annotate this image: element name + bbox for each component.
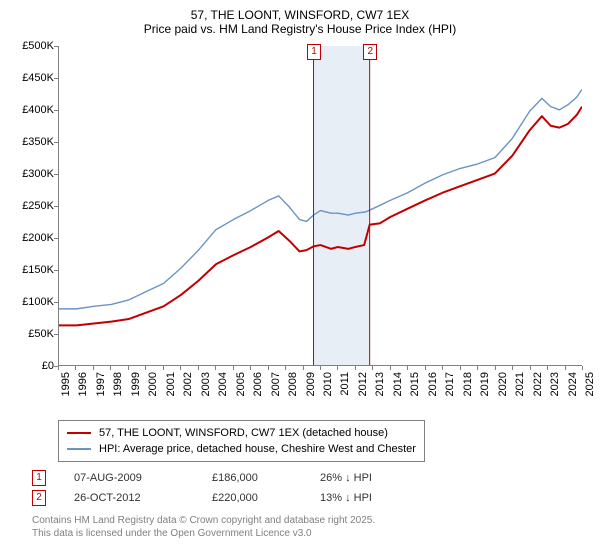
- x-tick-mark: [75, 366, 76, 370]
- y-tick-mark: [54, 238, 58, 239]
- x-tick-mark: [530, 366, 531, 370]
- y-tick-mark: [54, 46, 58, 47]
- sale-price-2: £220,000: [212, 488, 292, 508]
- x-tick-label: 2025: [584, 372, 600, 396]
- y-tick-label: £150K: [12, 264, 54, 276]
- x-tick-mark: [145, 366, 146, 370]
- title-block: 57, THE LOONT, WINSFORD, CW7 1EX Price p…: [12, 8, 588, 36]
- x-tick-mark: [565, 366, 566, 370]
- y-tick-label: £200K: [12, 232, 54, 244]
- x-tick-mark: [268, 366, 269, 370]
- legend-swatch-hpi: [67, 448, 91, 450]
- x-tick-mark: [110, 366, 111, 370]
- y-tick-label: £250K: [12, 200, 54, 212]
- title-line1: 57, THE LOONT, WINSFORD, CW7 1EX: [12, 8, 588, 22]
- footer-line2: This data is licensed under the Open Gov…: [32, 527, 588, 540]
- title-line2: Price paid vs. HM Land Registry's House …: [12, 22, 588, 36]
- sale-date-1: 07-AUG-2009: [74, 468, 184, 488]
- legend-item-hpi: HPI: Average price, detached house, Ches…: [67, 441, 416, 457]
- x-tick-mark: [425, 366, 426, 370]
- sales-row-2: 2 26-OCT-2012 £220,000 13% ↓ HPI: [32, 488, 588, 508]
- y-tick-mark: [54, 270, 58, 271]
- y-tick-mark: [54, 110, 58, 111]
- chart-container: 57, THE LOONT, WINSFORD, CW7 1EX Price p…: [0, 0, 600, 560]
- y-tick-label: £500K: [12, 40, 54, 52]
- y-tick-label: £100K: [12, 296, 54, 308]
- footer: Contains HM Land Registry data © Crown c…: [32, 514, 588, 540]
- legend-label-hpi: HPI: Average price, detached house, Ches…: [99, 441, 416, 457]
- y-tick-label: £400K: [12, 104, 54, 116]
- x-tick-mark: [442, 366, 443, 370]
- marker-box-1: 1: [307, 44, 321, 60]
- legend-label-price-paid: 57, THE LOONT, WINSFORD, CW7 1EX (detach…: [99, 425, 388, 441]
- x-tick-mark: [582, 366, 583, 370]
- y-tick-mark: [54, 78, 58, 79]
- x-tick-mark: [477, 366, 478, 370]
- sale-date-2: 26-OCT-2012: [74, 488, 184, 508]
- y-tick-mark: [54, 142, 58, 143]
- x-tick-mark: [372, 366, 373, 370]
- legend-item-price-paid: 57, THE LOONT, WINSFORD, CW7 1EX (detach…: [67, 425, 416, 441]
- y-tick-label: £450K: [12, 72, 54, 84]
- x-tick-mark: [495, 366, 496, 370]
- chart-area: 12 £0£50K£100K£150K£200K£250K£300K£350K£…: [12, 40, 588, 420]
- x-tick-mark: [303, 366, 304, 370]
- y-tick-label: £0: [12, 360, 54, 372]
- sales-table: 1 07-AUG-2009 £186,000 26% ↓ HPI 2 26-OC…: [32, 468, 588, 508]
- y-tick-label: £300K: [12, 168, 54, 180]
- x-tick-mark: [250, 366, 251, 370]
- x-tick-mark: [128, 366, 129, 370]
- x-tick-mark: [337, 366, 338, 370]
- x-tick-mark: [407, 366, 408, 370]
- x-tick-mark: [180, 366, 181, 370]
- sale-price-1: £186,000: [212, 468, 292, 488]
- x-tick-mark: [547, 366, 548, 370]
- series-hpi: [59, 89, 582, 309]
- x-tick-mark: [58, 366, 59, 370]
- y-tick-mark: [54, 334, 58, 335]
- line-series-svg: [59, 46, 582, 365]
- y-tick-label: £50K: [12, 328, 54, 340]
- legend-swatch-price-paid: [67, 432, 91, 435]
- x-tick-mark: [320, 366, 321, 370]
- plot-region: 12: [58, 46, 582, 366]
- sale-delta-1: 26% ↓ HPI: [320, 468, 420, 488]
- series-price_paid: [59, 107, 582, 326]
- marker-box-2: 2: [363, 44, 377, 60]
- y-tick-label: £350K: [12, 136, 54, 148]
- x-tick-mark: [355, 366, 356, 370]
- x-tick-mark: [198, 366, 199, 370]
- sale-marker-1: 1: [32, 470, 46, 486]
- x-tick-mark: [512, 366, 513, 370]
- y-tick-mark: [54, 206, 58, 207]
- x-tick-mark: [460, 366, 461, 370]
- x-tick-mark: [285, 366, 286, 370]
- y-tick-mark: [54, 174, 58, 175]
- sale-marker-2: 2: [32, 490, 46, 506]
- x-tick-mark: [233, 366, 234, 370]
- x-tick-mark: [215, 366, 216, 370]
- footer-line1: Contains HM Land Registry data © Crown c…: [32, 514, 588, 527]
- y-tick-mark: [54, 302, 58, 303]
- sales-row-1: 1 07-AUG-2009 £186,000 26% ↓ HPI: [32, 468, 588, 488]
- x-tick-mark: [93, 366, 94, 370]
- legend: 57, THE LOONT, WINSFORD, CW7 1EX (detach…: [58, 420, 425, 462]
- x-tick-mark: [163, 366, 164, 370]
- x-tick-mark: [390, 366, 391, 370]
- sale-delta-2: 13% ↓ HPI: [320, 488, 420, 508]
